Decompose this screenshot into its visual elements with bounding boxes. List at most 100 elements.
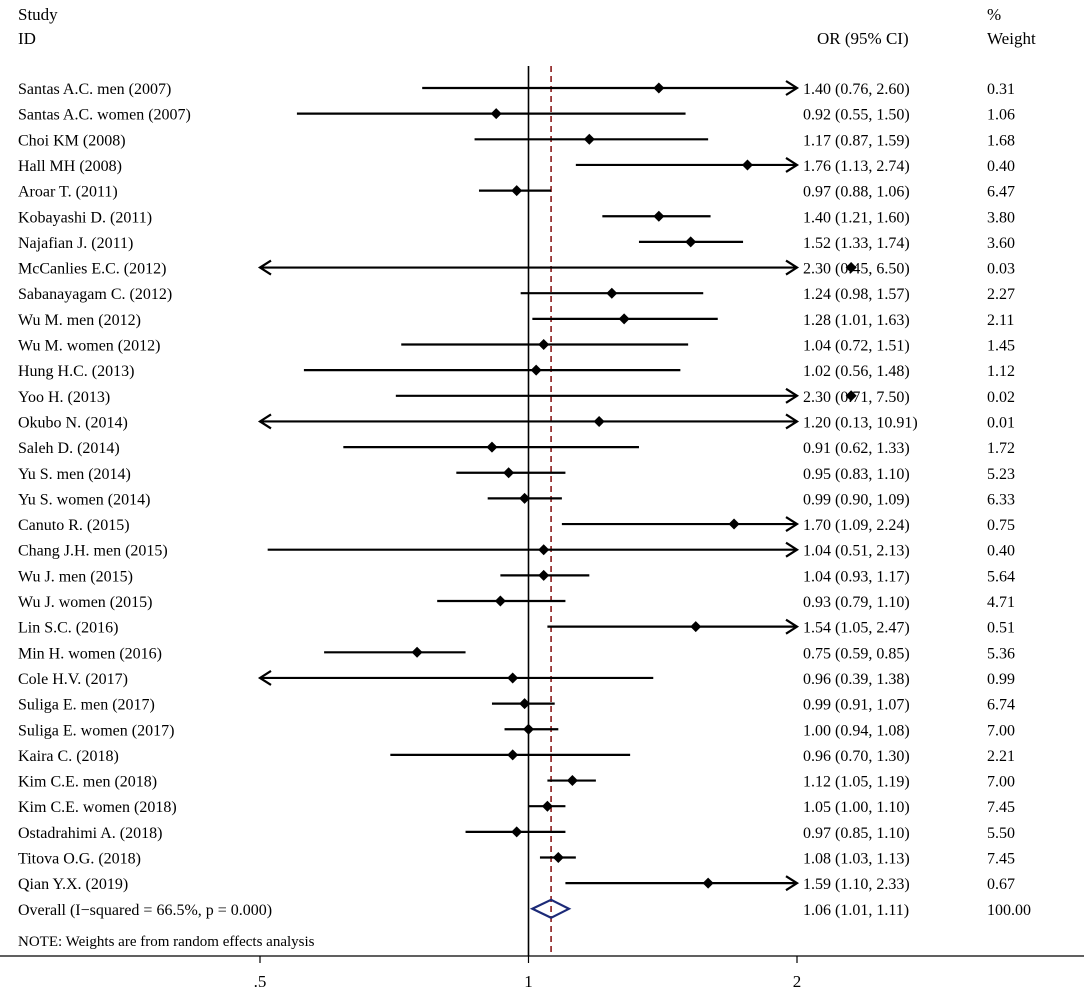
study-point-estimate xyxy=(728,518,740,530)
study-or-ci: 1.24 (0.98, 1.57) xyxy=(803,286,910,303)
note-text: NOTE: Weights are from random effects an… xyxy=(18,934,315,950)
study-weight: 1.45 xyxy=(987,338,1015,355)
study-weight: 0.02 xyxy=(987,389,1015,406)
study-weight: 1.68 xyxy=(987,132,1015,149)
study-or-ci: 1.08 (1.03, 1.13) xyxy=(803,851,910,868)
study-point-estimate xyxy=(538,544,550,556)
study-weight: 5.36 xyxy=(987,645,1015,662)
study-label: Chang J.H. men (2015) xyxy=(18,543,168,560)
study-label: Santas A.C. men (2007) xyxy=(18,81,171,98)
study-weight: 6.33 xyxy=(987,491,1015,508)
header-study: Study xyxy=(18,5,58,24)
study-point-estimate xyxy=(511,826,523,838)
study-label: Wu J. men (2015) xyxy=(18,568,133,585)
study-ci-arrow-right xyxy=(785,157,800,173)
study-point-estimate xyxy=(511,185,523,197)
study-point-estimate xyxy=(494,595,506,607)
study-or-ci: 1.04 (0.51, 2.13) xyxy=(803,543,910,560)
overall-label: Overall (I−squared = 66.5%, p = 0.000) xyxy=(18,902,272,919)
study-label: Ostadrahimi A. (2018) xyxy=(18,825,162,842)
study-weight: 5.50 xyxy=(987,825,1015,842)
study-or-ci: 1.04 (0.72, 1.51) xyxy=(803,338,910,355)
overall-diamond xyxy=(529,898,572,920)
study-or-ci: 1.12 (1.05, 1.19) xyxy=(803,774,910,791)
study-or-ci: 1.28 (1.01, 1.63) xyxy=(803,312,910,329)
study-weight: 2.27 xyxy=(987,286,1015,303)
study-weight: 3.60 xyxy=(987,235,1015,252)
study-weight: 0.03 xyxy=(987,261,1015,278)
study-or-ci: 0.75 (0.59, 0.85) xyxy=(803,645,910,662)
study-ci-arrow-right xyxy=(785,618,800,635)
study-or-ci: 1.70 (1.09, 2.24) xyxy=(803,517,910,534)
study-label: Titova O.G. (2018) xyxy=(18,851,141,868)
study-point-estimate xyxy=(685,236,697,248)
header-or: OR (95% CI) xyxy=(817,29,909,48)
study-point-estimate xyxy=(486,441,498,453)
study-point-estimate xyxy=(653,82,665,94)
study-point-estimate xyxy=(702,877,714,889)
study-or-ci: 1.54 (1.05, 2.47) xyxy=(803,620,910,637)
study-label: Wu J. women (2015) xyxy=(18,594,152,611)
study-point-estimate xyxy=(845,262,857,274)
study-point-estimate xyxy=(741,159,753,171)
study-or-ci: 1.17 (0.87, 1.59) xyxy=(803,132,910,149)
study-ci-arrow-right xyxy=(785,541,800,558)
x-tick-label: .5 xyxy=(254,972,267,991)
study-label: Wu M. men (2012) xyxy=(18,312,141,329)
study-point-estimate xyxy=(523,723,534,735)
study-label: Choi KM (2008) xyxy=(18,132,126,149)
study-or-ci: 1.76 (1.13, 2.74) xyxy=(803,158,910,175)
study-weight: 7.00 xyxy=(987,722,1015,739)
x-tick-label: 2 xyxy=(793,972,802,991)
study-weight: 0.01 xyxy=(987,414,1015,431)
study-point-estimate xyxy=(519,698,531,710)
study-or-ci: 0.97 (0.85, 1.10) xyxy=(803,825,910,842)
study-weight: 7.00 xyxy=(987,774,1015,791)
study-weight: 5.64 xyxy=(987,568,1015,585)
study-ci-arrow-right xyxy=(785,259,800,276)
study-label: Suliga E. men (2017) xyxy=(18,697,155,714)
x-tick-label: 1 xyxy=(524,972,533,991)
study-or-ci: 1.40 (1.21, 1.60) xyxy=(803,209,910,226)
study-point-estimate xyxy=(845,390,857,402)
overall-weight: 100.00 xyxy=(987,902,1031,919)
study-weight: 0.99 xyxy=(987,671,1015,688)
study-or-ci: 1.20 (0.13, 10.91) xyxy=(803,414,918,431)
study-point-estimate xyxy=(690,621,702,633)
study-point-estimate xyxy=(541,800,553,812)
study-point-estimate xyxy=(593,415,605,427)
study-or-ci: 0.91 (0.62, 1.33) xyxy=(803,440,910,457)
study-weight: 0.51 xyxy=(987,620,1015,637)
study-label: Lin S.C. (2016) xyxy=(18,620,118,637)
study-ci-arrow-left xyxy=(257,413,272,430)
study-weight: 2.11 xyxy=(987,312,1014,329)
study-label: Najafian J. (2011) xyxy=(18,235,133,252)
study-weight: 4.71 xyxy=(987,594,1015,611)
study-point-estimate xyxy=(507,672,519,684)
study-weight: 6.74 xyxy=(987,697,1015,714)
study-point-estimate xyxy=(606,287,618,299)
study-point-estimate xyxy=(583,133,595,145)
study-point-estimate xyxy=(538,339,550,350)
study-weight: 2.21 xyxy=(987,748,1015,765)
study-weight: 0.40 xyxy=(987,158,1015,175)
header-weight: Weight xyxy=(987,29,1036,48)
study-or-ci: 0.99 (0.90, 1.09) xyxy=(803,491,910,508)
study-or-ci: 2.30 (0.45, 6.50) xyxy=(803,261,910,278)
study-weight: 0.40 xyxy=(987,543,1015,560)
study-or-ci: 0.96 (0.70, 1.30) xyxy=(803,748,910,765)
plot-area: .5 1 2 Santas A.C. men (2007) 1.40 (0.76, 2.… xyxy=(0,66,1084,991)
study-point-estimate xyxy=(530,364,542,376)
study-weight: 6.47 xyxy=(987,184,1015,201)
study-label: Santas A.C. women (2007) xyxy=(18,107,191,124)
study-point-estimate xyxy=(507,749,519,761)
study-label: Hall MH (2008) xyxy=(18,158,122,175)
study-ci-arrow-right xyxy=(785,387,800,404)
study-weight: 5.23 xyxy=(987,466,1015,483)
header-weight-percent: % xyxy=(987,5,1001,24)
header-id: ID xyxy=(18,29,36,48)
study-label: Saleh D. (2014) xyxy=(18,440,120,457)
study-or-ci: 1.04 (0.93, 1.17) xyxy=(803,568,910,585)
study-or-ci: 1.59 (1.10, 2.33) xyxy=(803,876,910,893)
